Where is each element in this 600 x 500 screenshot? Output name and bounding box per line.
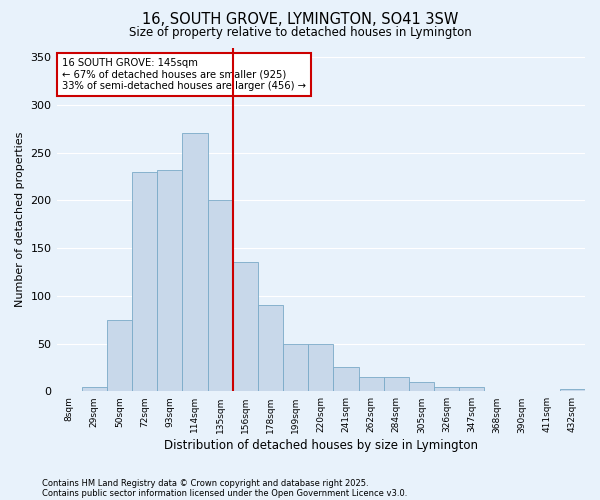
Bar xyxy=(107,320,132,392)
Text: Contains public sector information licensed under the Open Government Licence v3: Contains public sector information licen… xyxy=(42,488,407,498)
Bar xyxy=(334,368,359,392)
Text: Size of property relative to detached houses in Lymington: Size of property relative to detached ho… xyxy=(128,26,472,39)
Bar xyxy=(82,386,107,392)
Text: 16 SOUTH GROVE: 145sqm
← 67% of detached houses are smaller (925)
33% of semi-de: 16 SOUTH GROVE: 145sqm ← 67% of detached… xyxy=(62,58,306,91)
Bar xyxy=(283,344,308,392)
Bar xyxy=(157,170,182,392)
Y-axis label: Number of detached properties: Number of detached properties xyxy=(15,132,25,307)
Bar xyxy=(233,262,258,392)
Bar xyxy=(258,306,283,392)
Bar xyxy=(208,200,233,392)
Bar xyxy=(132,172,157,392)
Bar xyxy=(459,386,484,392)
Bar xyxy=(409,382,434,392)
Bar xyxy=(434,386,459,392)
X-axis label: Distribution of detached houses by size in Lymington: Distribution of detached houses by size … xyxy=(164,440,478,452)
Bar xyxy=(359,377,383,392)
Bar xyxy=(182,134,208,392)
Bar xyxy=(383,377,409,392)
Text: 16, SOUTH GROVE, LYMINGTON, SO41 3SW: 16, SOUTH GROVE, LYMINGTON, SO41 3SW xyxy=(142,12,458,28)
Text: Contains HM Land Registry data © Crown copyright and database right 2025.: Contains HM Land Registry data © Crown c… xyxy=(42,478,368,488)
Bar xyxy=(560,390,585,392)
Bar xyxy=(308,344,334,392)
